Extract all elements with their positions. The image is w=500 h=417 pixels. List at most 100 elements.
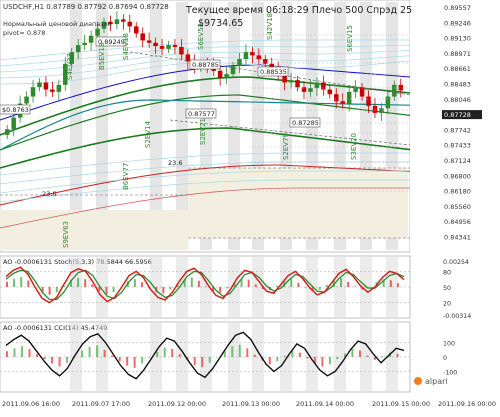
candle-body — [88, 35, 94, 43]
ao-bar — [366, 355, 369, 357]
ao-bar — [62, 285, 65, 287]
price-y-axis: 0.89557 0.89246 0.89130 0.88971 0.88661 0.884… — [410, 0, 500, 252]
session-band — [96, 2, 108, 250]
symbol-line: USDCHF,H1 0.87789 0.87792 0.87694 0.8772… — [3, 3, 169, 11]
alpari-logo-mark — [414, 377, 422, 385]
candle-body — [56, 84, 62, 92]
candle-body — [346, 91, 352, 104]
y-tick-label: 0.88483 — [444, 81, 471, 89]
ao-bar — [58, 357, 61, 367]
ao-bar — [190, 277, 193, 287]
price-tag: 0.89249 — [98, 38, 125, 46]
x-tick-label: 2011.09.07 17:00 — [72, 400, 130, 408]
vertical-label: S2EV14 — [144, 120, 152, 148]
ao-bar — [233, 282, 236, 287]
ao-bar — [336, 357, 339, 360]
ao-bar — [325, 284, 328, 287]
vertical-label: S6EV15 — [346, 25, 354, 52]
envelope-light-line — [0, 161, 410, 185]
y-tick-label: 0.87433 — [444, 142, 471, 150]
candle-body — [121, 19, 126, 22]
envelope-light-line — [0, 44, 411, 67]
price-tag-box — [189, 59, 221, 70]
candle-body — [134, 26, 139, 34]
price-tag-box — [257, 66, 289, 77]
candle-body — [4, 129, 10, 135]
ao-bar — [382, 279, 385, 287]
vertical-label: B6EV77 — [122, 163, 130, 190]
x-tick-label: 2011.09.15 00:00 — [372, 400, 430, 408]
fibo-zone — [0, 210, 188, 250]
stoch-tick: 20 — [443, 301, 451, 308]
y-tick-label: 0.89246 — [444, 19, 471, 27]
candle-body — [30, 87, 36, 97]
cci-line — [5, 331, 405, 380]
ao-bar — [247, 279, 250, 287]
ao-bar — [112, 287, 115, 293]
ao-bar — [141, 282, 144, 287]
range-subtitle: Нормальный ценовой диапазон — [3, 20, 112, 28]
fibo-zone — [188, 168, 408, 238]
ao-bar — [118, 357, 121, 362]
ao-bar — [55, 287, 58, 293]
ao-bar — [88, 346, 91, 357]
candle-body — [75, 45, 81, 53]
ao-bar — [163, 347, 166, 357]
candle-body — [69, 52, 74, 64]
ao-bar — [240, 278, 243, 287]
ao-bar — [6, 351, 8, 357]
ao-bar — [148, 357, 151, 358]
price-tag-box — [185, 108, 217, 119]
ao-bar — [81, 350, 84, 357]
y-tick-label: 0.87124 — [444, 157, 471, 165]
ao-bar — [291, 350, 294, 357]
candle-body — [37, 82, 42, 88]
candle-body — [159, 46, 165, 49]
ao-bar — [84, 279, 87, 287]
ao-bar — [43, 357, 46, 360]
candle-body — [82, 42, 87, 46]
candle-body — [385, 96, 391, 109]
lower-band-red2 — [0, 187, 410, 229]
ao-bar — [219, 287, 222, 293]
ao-bar — [197, 280, 200, 287]
ao-bar — [226, 287, 229, 289]
candle-body — [250, 52, 255, 56]
ao-bar — [105, 287, 108, 295]
candle-body — [140, 33, 145, 41]
price-tag: 0.87285 — [292, 119, 319, 127]
ao-bar — [133, 279, 136, 287]
candle-body — [340, 101, 345, 104]
ao-bar — [205, 286, 207, 287]
candle-body — [327, 89, 333, 95]
candle-body — [243, 52, 249, 60]
envelope-light-line — [0, 55, 411, 79]
stoch-tick: 80 — [443, 269, 451, 276]
ao-bar — [111, 355, 114, 357]
candle-body — [108, 21, 113, 25]
ao-bar — [27, 280, 30, 287]
y-tick-label: 0.89557 — [444, 4, 471, 12]
current-price-box — [442, 110, 482, 120]
candle-body — [256, 55, 262, 60]
y-tick-label: 0.86180 — [444, 188, 471, 196]
ao-bar — [91, 284, 94, 287]
ao-bar — [183, 279, 186, 287]
envelope-light-line — [0, 170, 410, 194]
candle-body — [398, 84, 404, 91]
cci-tick: -100 — [443, 370, 457, 377]
stoch-tick: 50 — [443, 285, 451, 292]
ao-bar — [290, 279, 293, 287]
ao-bar — [171, 349, 174, 357]
x-axis-bg — [0, 394, 500, 413]
candle-body — [301, 87, 307, 92]
ao-bar — [208, 357, 211, 363]
ao-bar — [141, 357, 144, 364]
ao-bar — [328, 357, 331, 365]
vertical-label: S4EV23 — [66, 53, 74, 80]
ao-bar — [268, 357, 271, 365]
ao-bar — [201, 357, 204, 368]
ao-bar — [13, 278, 16, 287]
ao-bar — [103, 349, 106, 357]
